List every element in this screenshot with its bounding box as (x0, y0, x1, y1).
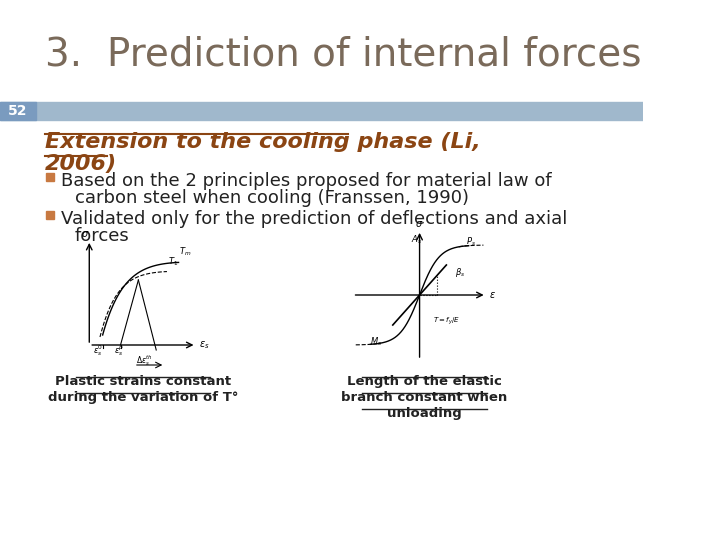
Text: $\Delta\epsilon_s^{th}$: $\Delta\epsilon_s^{th}$ (135, 353, 153, 368)
Text: 52: 52 (8, 104, 27, 118)
Bar (0, 102, 643, 120)
Text: Plastic strains constant: Plastic strains constant (55, 375, 231, 388)
Text: Length of the elastic: Length of the elastic (346, 375, 501, 388)
Text: $P_s$: $P_s$ (466, 236, 476, 248)
Text: $\sigma$: $\sigma$ (81, 229, 90, 239)
Text: $\epsilon_s^p$: $\epsilon_s^p$ (114, 344, 124, 357)
Text: $\sigma$: $\sigma$ (415, 219, 424, 229)
Text: $\epsilon_s$: $\epsilon_s$ (199, 339, 210, 351)
Text: $\beta_s$: $\beta_s$ (455, 266, 466, 279)
Text: $\epsilon$: $\epsilon$ (489, 290, 496, 300)
Text: $\epsilon_s^0$: $\epsilon_s^0$ (93, 342, 104, 357)
Text: $T_m$: $T_m$ (179, 246, 191, 259)
Text: $M_s$: $M_s$ (371, 336, 382, 348)
Text: during the variation of T°: during the variation of T° (48, 391, 238, 404)
Text: $T=f_y/E$: $T=f_y/E$ (433, 316, 460, 327)
Text: 3.  Prediction of internal forces: 3. Prediction of internal forces (45, 35, 641, 73)
Text: Extension to the cooling phase (Li,: Extension to the cooling phase (Li, (45, 132, 480, 152)
Bar (46, 211, 53, 219)
Bar (0, 102, 36, 120)
Text: carbon steel when cooling (Franssen, 1990): carbon steel when cooling (Franssen, 199… (75, 189, 469, 207)
Text: 2006): 2006) (45, 154, 117, 174)
Text: unloading: unloading (387, 407, 462, 420)
Text: $T_1$: $T_1$ (168, 256, 178, 268)
Text: Validated only for the prediction of deflections and axial: Validated only for the prediction of def… (60, 210, 567, 228)
Text: branch constant when: branch constant when (341, 391, 507, 404)
Text: forces: forces (75, 227, 130, 245)
Text: $A_s$: $A_s$ (410, 234, 422, 246)
Bar (46, 173, 53, 181)
Text: Based on the 2 principles proposed for material law of: Based on the 2 principles proposed for m… (60, 172, 552, 190)
